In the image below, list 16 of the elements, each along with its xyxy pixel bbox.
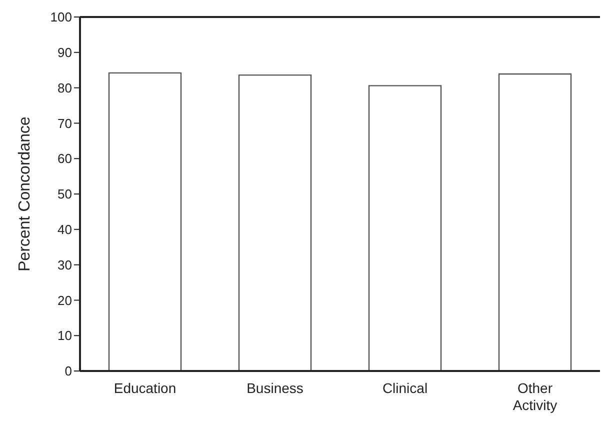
y-tick-label: 60 — [58, 151, 72, 166]
y-tick-label: 100 — [50, 10, 72, 25]
x-tick-label: Business — [246, 380, 304, 396]
y-tick-label: 0 — [64, 364, 72, 379]
y-tick-label: 30 — [58, 257, 72, 272]
y-tick-label: 10 — [58, 328, 72, 344]
x-tick-label: Clinical — [382, 380, 428, 396]
y-axis-title: Percent Concordance — [16, 116, 34, 272]
y-tick-label: 90 — [58, 45, 72, 60]
y-tick-label: 20 — [58, 292, 72, 308]
x-tick-label: Other Activity — [512, 380, 558, 413]
y-tick-label: 50 — [58, 186, 72, 202]
y-tick-label: 40 — [58, 222, 72, 238]
x-tick-label: Education — [114, 380, 176, 396]
y-tick-label: 70 — [58, 116, 72, 131]
y-tick-label: 80 — [58, 80, 72, 96]
